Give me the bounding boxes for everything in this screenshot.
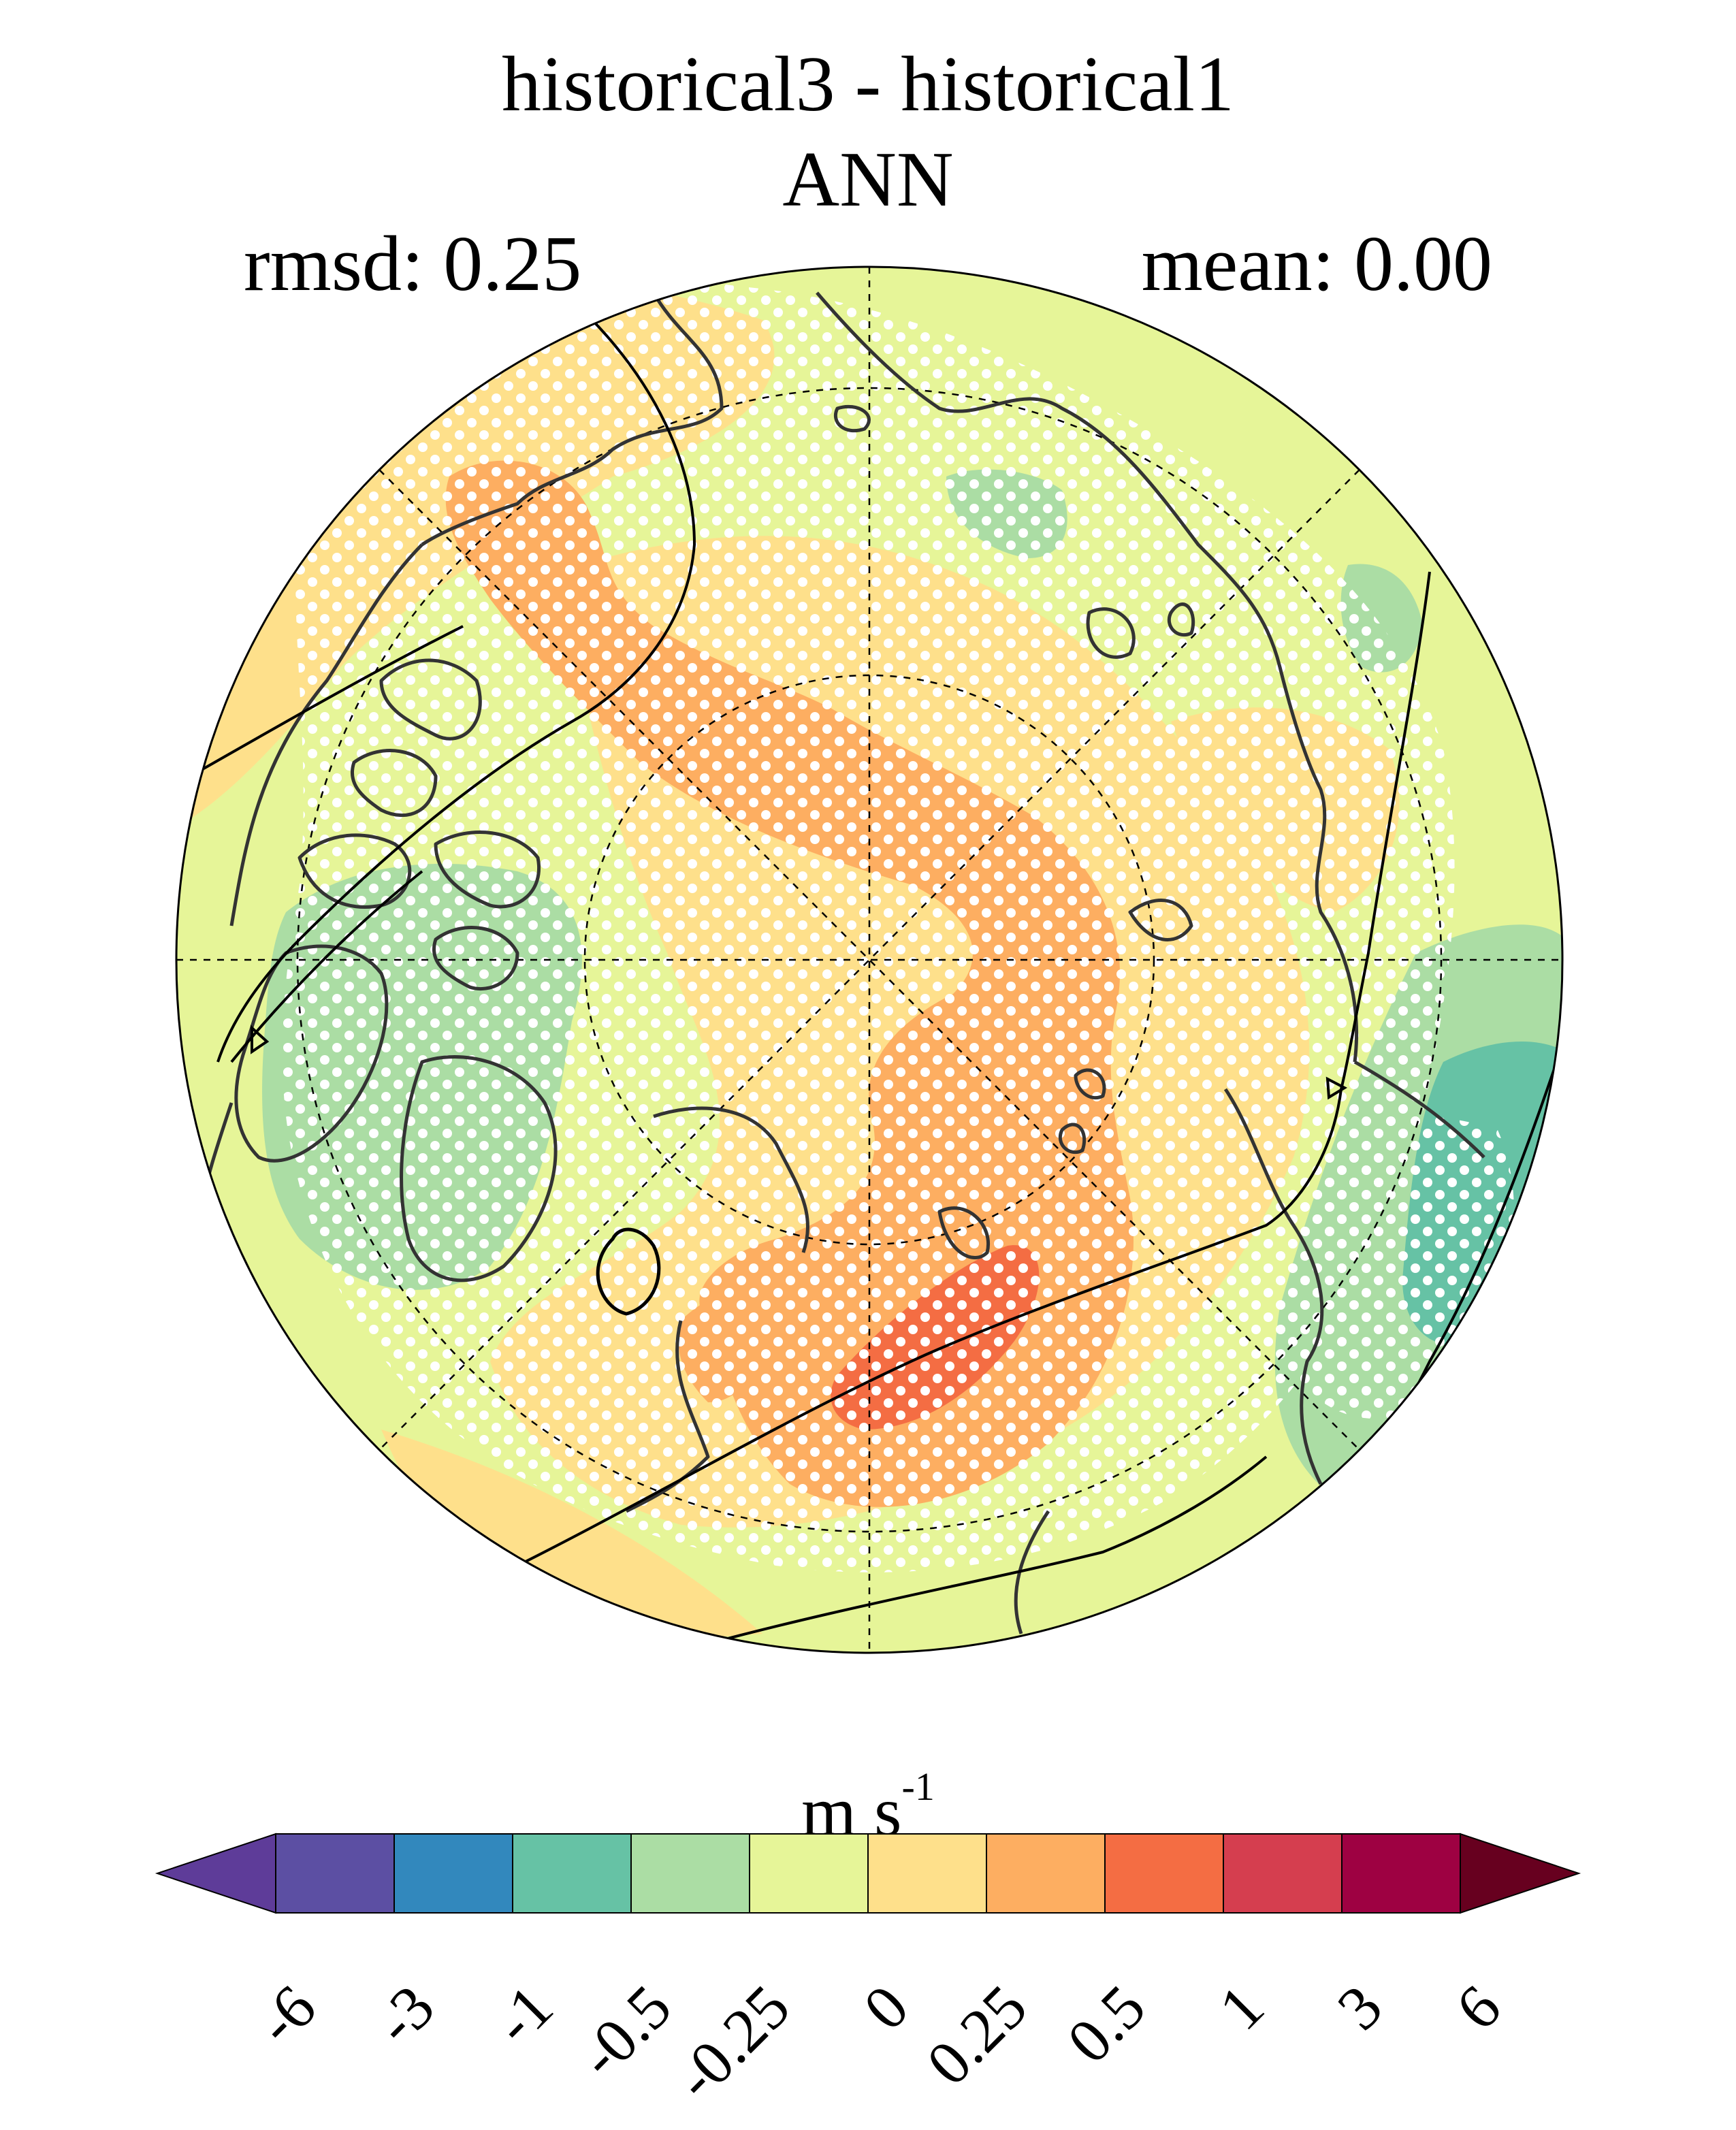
colorbar-tick-label: -0.5 <box>565 1971 685 2091</box>
season-label: ANN <box>782 136 954 223</box>
colorbar-tick-label: -0.25 <box>661 1971 803 2114</box>
colorbar-tick-label: -1 <box>480 1971 566 2058</box>
contours <box>190 312 1562 1649</box>
stippling <box>282 280 1455 1572</box>
colorbar-tick-label: 6 <box>1442 1971 1514 2044</box>
rmsd-label: rmsd: 0.25 <box>244 221 582 308</box>
colorbar-tick-label: 3 <box>1323 1971 1396 2044</box>
colorbar-box <box>1341 1833 1461 1914</box>
colorbar-tick-label: 0 <box>850 1971 922 2044</box>
colorbar-box <box>749 1833 869 1914</box>
colorbar-box <box>1104 1833 1224 1914</box>
mean-label: mean: 0.00 <box>1141 221 1492 308</box>
colorbar-box <box>393 1833 513 1914</box>
colorbar-tick-label: -6 <box>243 1971 329 2058</box>
contour-label-marker <box>251 1024 270 1054</box>
coastlines <box>195 291 1485 1634</box>
colorbar-box <box>275 1833 395 1914</box>
colorbar-box <box>867 1833 987 1914</box>
colorbar-tick-label: 1 <box>1205 1971 1277 2044</box>
polar-map <box>175 265 1564 1654</box>
colorbar-extend-high <box>1460 1833 1581 1914</box>
colorbar-box <box>1223 1833 1343 1914</box>
units-exponent: -1 <box>901 1764 935 1809</box>
map-title: historical3 - historical1 <box>502 41 1234 128</box>
colorbar <box>155 1833 1581 1914</box>
colorbar-box <box>986 1833 1106 1914</box>
colorbar-tick-label: 0.5 <box>1054 1971 1159 2076</box>
colorbar-box <box>512 1833 632 1914</box>
colorbar-box <box>630 1833 750 1914</box>
colorbar-tick-label: -3 <box>361 1971 448 2058</box>
colorbar-tick-label: 0.25 <box>913 1971 1040 2099</box>
graticule <box>176 267 1562 1653</box>
map-boundary <box>175 265 1564 1654</box>
colorbar-extend-low <box>155 1833 276 1914</box>
contour-label-marker <box>1325 1076 1348 1100</box>
